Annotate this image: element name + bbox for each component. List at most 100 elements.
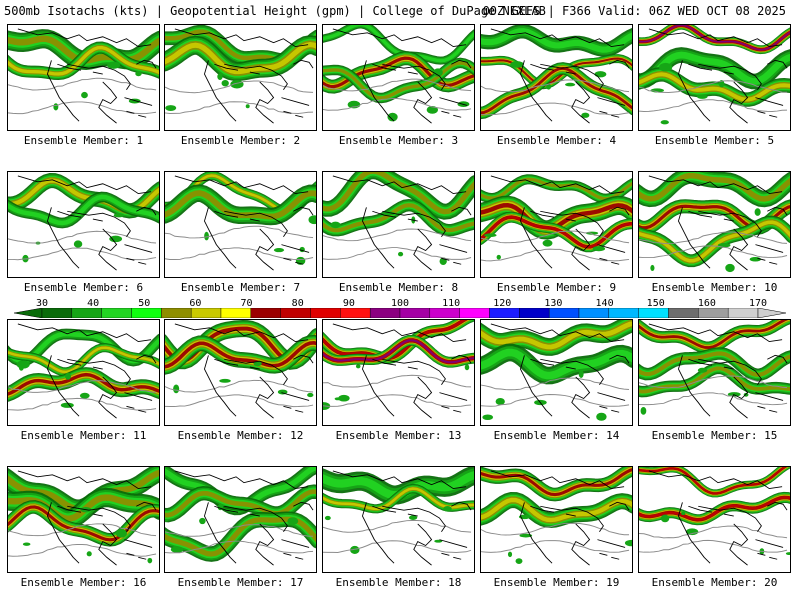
color-scale-swatch — [369, 308, 401, 318]
coastline — [757, 405, 778, 413]
height-contour — [323, 247, 472, 260]
coastline — [382, 63, 446, 91]
color-scale-swatch — [698, 308, 729, 318]
ensemble-member-label: Ensemble Member: 10 — [651, 281, 778, 294]
coastline — [47, 502, 80, 564]
coastline — [382, 358, 446, 386]
ensemble-map-panel — [322, 24, 475, 131]
coastline — [767, 354, 788, 364]
isotach-patch — [308, 215, 316, 225]
coastline — [688, 210, 734, 222]
jet-isotach-band — [481, 321, 632, 350]
color-scale-tick-label: 80 — [291, 298, 304, 309]
isotach-map — [481, 174, 632, 271]
coastline — [609, 354, 630, 364]
ensemble-map-panel — [638, 24, 791, 131]
color-scale-swatch — [250, 308, 281, 318]
height-contour — [323, 228, 472, 242]
isotach-patch — [273, 248, 285, 253]
ensemble-map-panel — [7, 24, 160, 131]
coastline — [648, 470, 783, 490]
color-scale-swatch — [131, 308, 162, 318]
color-scale-swatch — [280, 308, 311, 318]
isotach-patch — [73, 240, 83, 248]
coastline — [540, 505, 604, 533]
coastline — [597, 392, 626, 401]
coastline — [224, 358, 288, 386]
coastline — [124, 97, 153, 106]
height-contour — [481, 522, 630, 536]
coastline — [609, 501, 630, 511]
height-contour — [323, 78, 472, 92]
isotach-patch — [204, 231, 209, 241]
ensemble-map-panel — [322, 171, 475, 278]
color-scale-swatch — [41, 308, 73, 318]
coastline — [490, 175, 625, 195]
ensemble-member-label: Ensemble Member: 8 — [338, 281, 459, 294]
coastline — [520, 207, 553, 269]
color-scale-swatch — [548, 308, 580, 318]
coastline — [281, 244, 310, 253]
coastline — [729, 81, 749, 124]
coastline — [678, 355, 711, 417]
coastline — [490, 28, 625, 48]
coastline — [439, 392, 468, 401]
coastline — [648, 28, 783, 48]
jet-isotach-band — [639, 220, 790, 263]
color-scale-swatch — [220, 308, 252, 318]
isotach-map — [481, 25, 632, 124]
coastline — [441, 552, 462, 560]
color-scale-swatch — [727, 308, 759, 318]
color-scale-tick-label: 120 — [493, 298, 512, 309]
isotach-patch — [578, 369, 584, 378]
coastline — [767, 59, 788, 69]
color-scale-swatch — [668, 308, 699, 318]
coastline — [413, 81, 433, 124]
coastline — [362, 355, 395, 417]
coastline — [439, 244, 468, 253]
coastline — [729, 376, 749, 419]
height-contour — [8, 523, 157, 537]
header-run-valid-time: 00Z GEFS | F366 Valid: 06Z WED OCT 08 20… — [482, 4, 786, 18]
jet-isotach-band — [165, 190, 316, 220]
coastline — [293, 501, 314, 511]
isotach-map — [639, 172, 790, 273]
color-scale-swatch — [399, 308, 431, 318]
coastline — [98, 81, 118, 124]
coastline — [490, 323, 625, 343]
ensemble-member-label: Ensemble Member: 11 — [20, 429, 147, 442]
height-contour — [639, 375, 788, 389]
isotach-patch — [564, 82, 576, 87]
jet-isotach-band — [8, 505, 159, 542]
ensemble-member-label: Ensemble Member: 9 — [496, 281, 617, 294]
isotach-patch — [16, 360, 30, 369]
isotach-patch — [519, 533, 533, 538]
color-scale-swatch — [101, 308, 132, 318]
ensemble-member-label: Ensemble Member: 15 — [651, 429, 778, 442]
height-contour — [481, 248, 630, 262]
coastline — [540, 210, 604, 238]
coastline — [729, 228, 749, 271]
coastline — [439, 539, 468, 548]
jet-isotach-band — [8, 194, 159, 226]
coastline — [571, 376, 591, 419]
height-contour — [323, 394, 472, 407]
coastline — [755, 97, 784, 106]
coastline — [332, 28, 467, 48]
color-scale-tick-label: 160 — [697, 298, 716, 309]
isotach-patch — [324, 515, 331, 521]
ensemble-member-label: Ensemble Member: 18 — [335, 576, 462, 589]
coastline — [382, 505, 446, 533]
isotach-patch — [330, 221, 341, 229]
isotach-patch — [165, 519, 169, 522]
height-contour — [165, 524, 314, 537]
coastline — [530, 505, 576, 517]
isotach-patch — [173, 384, 180, 394]
height-contour — [639, 392, 788, 406]
isotach-patch — [581, 112, 590, 118]
coastline — [255, 228, 275, 271]
color-scale-swatch — [190, 308, 222, 318]
isotach-patch — [660, 120, 669, 125]
coastline — [124, 539, 153, 548]
coastline — [204, 60, 237, 122]
